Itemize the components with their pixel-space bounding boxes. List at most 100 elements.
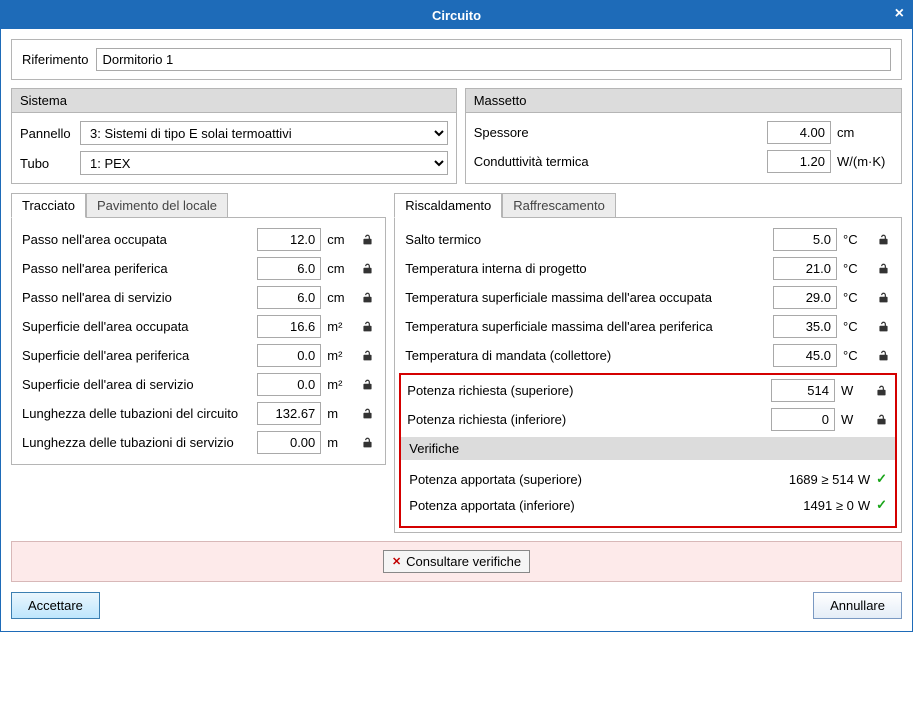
- potenza-row-1-input[interactable]: [771, 408, 835, 431]
- left-tabs-wrap: Tracciato Pavimento del locale Passo nel…: [11, 192, 386, 533]
- risc-row-3-input[interactable]: [773, 315, 837, 338]
- risc-row-2-input[interactable]: [773, 286, 837, 309]
- tracciato-row-3-label: Superficie dell'area occupata: [22, 319, 257, 334]
- conduttivita-input[interactable]: [767, 150, 831, 173]
- tracciato-row-7-input[interactable]: [257, 431, 321, 454]
- lock-icon[interactable]: [359, 348, 375, 364]
- conduttivita-label: Conduttività termica: [474, 154, 767, 169]
- right-tabs: Riscaldamento Raffrescamento: [394, 193, 902, 218]
- tracciato-row-3-unit: m²: [327, 319, 355, 334]
- tracciato-row-3: Superficie dell'area occupata m²: [22, 315, 375, 338]
- lock-icon[interactable]: [359, 232, 375, 248]
- risc-row-3-label: Temperatura superficiale massima dell'ar…: [405, 319, 773, 334]
- reference-label: Riferimento: [22, 52, 88, 67]
- tracciato-row-0-input[interactable]: [257, 228, 321, 251]
- verifica-unit-0: W: [858, 472, 870, 487]
- tab-pavimento[interactable]: Pavimento del locale: [86, 193, 228, 218]
- tracciato-row-1-unit: cm: [327, 261, 355, 276]
- verifica-value-1: 1491 ≥ 0: [803, 498, 854, 513]
- tracciato-row-5: Superficie dell'area di servizio m²: [22, 373, 375, 396]
- row-pannello: Pannello 3: Sistemi di tipo E solai term…: [20, 121, 448, 145]
- massetto-title: Massetto: [466, 89, 901, 113]
- tracciato-row-5-unit: m²: [327, 377, 355, 392]
- top-groups: Sistema Pannello 3: Sistemi di tipo E so…: [11, 88, 902, 184]
- accept-button[interactable]: Accettare: [11, 592, 100, 619]
- tracciato-row-6-input[interactable]: [257, 402, 321, 425]
- tracciato-row-0: Passo nell'area occupata cm: [22, 228, 375, 251]
- lock-icon[interactable]: [873, 383, 889, 399]
- tab-riscaldamento[interactable]: Riscaldamento: [394, 193, 502, 218]
- tracciato-row-7: Lunghezza delle tubazioni di serviziom: [22, 431, 375, 454]
- potenza-row-1: Potenza richiesta (inferiore)W: [407, 408, 889, 431]
- lock-icon[interactable]: [359, 319, 375, 335]
- tracciato-row-0-label: Passo nell'area occupata: [22, 232, 257, 247]
- row-spessore: Spessore cm: [474, 121, 893, 144]
- check-icon: ✓: [876, 497, 887, 513]
- row-tubo: Tubo 1: PEX: [20, 151, 448, 175]
- tracciato-row-3-input[interactable]: [257, 315, 321, 338]
- spessore-input[interactable]: [767, 121, 831, 144]
- tracciato-row-6-label: Lunghezza delle tubazioni del circuito: [22, 406, 257, 421]
- titlebar: Circuito ×: [1, 1, 912, 29]
- close-icon[interactable]: ×: [895, 5, 904, 23]
- spessore-unit: cm: [837, 125, 893, 140]
- tracciato-row-6-unit: m: [327, 406, 355, 421]
- risc-row-4-input[interactable]: [773, 344, 837, 367]
- risc-row-1: Temperatura interna di progetto°C: [405, 257, 891, 280]
- risc-row-2-label: Temperatura superficiale massima dell'ar…: [405, 290, 773, 305]
- dialog-body: Riferimento Sistema Pannello 3: Sistemi …: [1, 29, 912, 631]
- tracciato-row-0-unit: cm: [327, 232, 355, 247]
- error-icon: ✕: [392, 555, 401, 568]
- lock-icon[interactable]: [875, 348, 891, 364]
- reference-input[interactable]: [96, 48, 891, 71]
- verifiche-title: Verifiche: [401, 437, 895, 460]
- button-bar: Accettare Annullare: [11, 592, 902, 621]
- lock-icon[interactable]: [359, 261, 375, 277]
- risc-row-1-input[interactable]: [773, 257, 837, 280]
- tracciato-row-1-input[interactable]: [257, 257, 321, 280]
- pannello-label: Pannello: [20, 126, 80, 141]
- potenza-row-0: Potenza richiesta (superiore)W: [407, 379, 889, 402]
- potenza-row-0-label: Potenza richiesta (superiore): [407, 383, 771, 398]
- lock-icon[interactable]: [875, 232, 891, 248]
- conduttivita-unit: W/(m·K): [837, 154, 893, 169]
- risc-row-3: Temperatura superficiale massima dell'ar…: [405, 315, 891, 338]
- potenza-row-0-input[interactable]: [771, 379, 835, 402]
- tracciato-row-2-input[interactable]: [257, 286, 321, 309]
- tracciato-row-4-input[interactable]: [257, 344, 321, 367]
- tab-tracciato[interactable]: Tracciato: [11, 193, 86, 218]
- verifica-row-1: Potenza apportata (inferiore)1491 ≥ 0W✓: [407, 492, 889, 518]
- tracciato-row-2: Passo nell'area di serviziocm: [22, 286, 375, 309]
- lock-icon[interactable]: [359, 290, 375, 306]
- lock-icon[interactable]: [359, 435, 375, 451]
- reference-row: Riferimento: [11, 39, 902, 80]
- risc-row-0: Salto termico°C: [405, 228, 891, 251]
- risc-row-4: Temperatura di mandata (collettore)°C: [405, 344, 891, 367]
- lock-icon[interactable]: [875, 319, 891, 335]
- lock-icon[interactable]: [873, 412, 889, 428]
- risc-row-2: Temperatura superficiale massima dell'ar…: [405, 286, 891, 309]
- consult-verifiche-button[interactable]: ✕ Consultare verifiche: [383, 550, 530, 573]
- pannello-select[interactable]: 3: Sistemi di tipo E solai termoattivi: [80, 121, 448, 145]
- tracciato-row-5-input[interactable]: [257, 373, 321, 396]
- risc-row-3-unit: °C: [843, 319, 871, 334]
- tracciato-row-2-unit: cm: [327, 290, 355, 305]
- risc-row-4-label: Temperatura di mandata (collettore): [405, 348, 773, 363]
- group-massetto: Massetto Spessore cm Conduttività termic…: [465, 88, 902, 184]
- tracciato-row-4-unit: m²: [327, 348, 355, 363]
- tracciato-row-1: Passo nell'area perifericacm: [22, 257, 375, 280]
- tubo-select[interactable]: 1: PEX: [80, 151, 448, 175]
- verifica-label-1: Potenza apportata (inferiore): [409, 498, 803, 513]
- lock-icon[interactable]: [359, 377, 375, 393]
- risc-row-0-unit: °C: [843, 232, 871, 247]
- lock-icon[interactable]: [875, 290, 891, 306]
- tracciato-row-5-label: Superficie dell'area di servizio: [22, 377, 257, 392]
- lock-icon[interactable]: [875, 261, 891, 277]
- panel-tracciato: Passo nell'area occupatacmPasso nell'are…: [11, 217, 386, 465]
- cancel-button[interactable]: Annullare: [813, 592, 902, 619]
- tab-raffrescamento[interactable]: Raffrescamento: [502, 193, 616, 218]
- lock-icon[interactable]: [359, 406, 375, 422]
- warning-bar: ✕ Consultare verifiche: [11, 541, 902, 582]
- tracciato-row-6: Lunghezza delle tubazioni del circuito m: [22, 402, 375, 425]
- risc-row-0-input[interactable]: [773, 228, 837, 251]
